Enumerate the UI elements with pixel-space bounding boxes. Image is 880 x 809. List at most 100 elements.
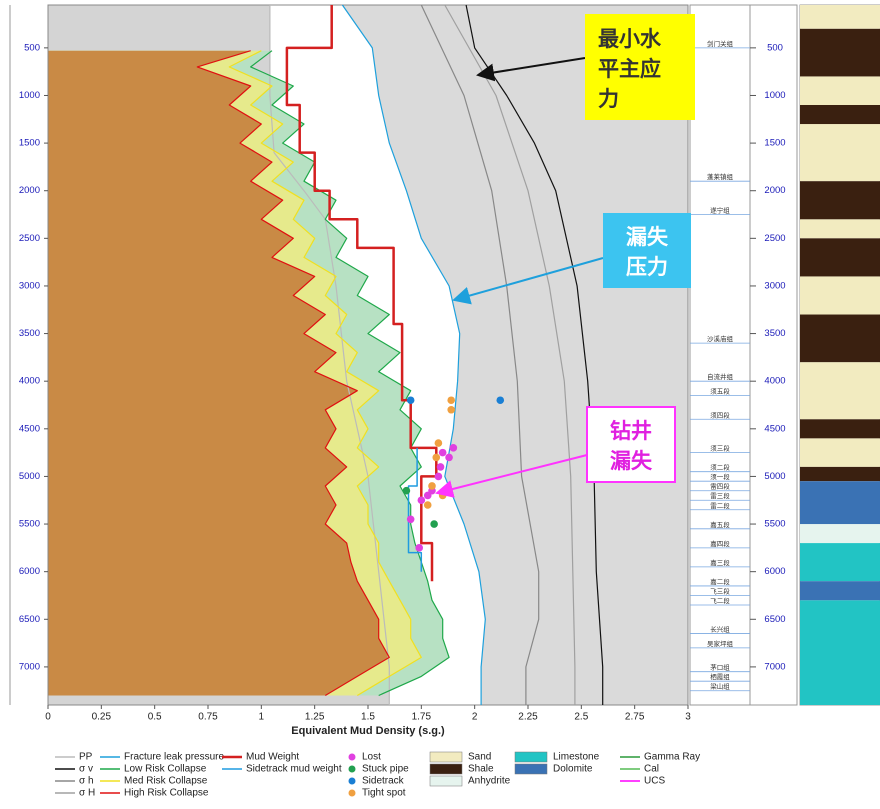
depth-tick-label: 1500 — [764, 138, 785, 149]
formation-label: 沙溪庙组 — [707, 334, 734, 343]
annotation-text: 最小水 — [598, 27, 662, 51]
lithology-interval — [800, 181, 880, 220]
lithology-interval — [800, 276, 880, 315]
point — [496, 396, 505, 405]
lithology-interval — [800, 76, 880, 105]
curve — [444, 4, 576, 705]
formation-label: 雷三段 — [710, 491, 730, 500]
annotation-text: 漏失 — [626, 225, 669, 249]
curve — [285, 5, 438, 582]
legend-swatch — [429, 763, 463, 775]
legend-label: Mud Weight — [246, 752, 299, 763]
y-tick-label: 2000 — [19, 185, 40, 196]
x-tick-label: 1.5 — [361, 712, 375, 723]
x-axis-label: Equivalent Mud Density (s.g.) — [291, 725, 445, 737]
depth-tick-label: 1000 — [764, 90, 785, 101]
depth-tick-label: 4500 — [764, 423, 785, 434]
y-tick-label: 2500 — [19, 233, 40, 244]
legend-swatch — [514, 763, 548, 775]
legend-swatch — [429, 751, 463, 763]
legend-label: Anhydrite — [468, 776, 511, 787]
lithology-interval — [800, 219, 880, 239]
legend-label: σ h — [79, 776, 94, 787]
point — [445, 453, 453, 462]
lithology-interval — [800, 314, 880, 363]
formation-label: 嘉五段 — [710, 520, 730, 529]
legend-label: Lost — [362, 752, 381, 763]
legend-label: Med Risk Collapse — [124, 776, 208, 787]
legend-label: Sidetrack — [362, 776, 405, 787]
annotation: 钻井 漏失 — [435, 406, 676, 498]
formation-label: 吴家坪组 — [707, 639, 734, 648]
y-tick-label: 5000 — [19, 471, 40, 482]
formation-label: 梁山组 — [710, 682, 730, 691]
legend-label: Dolomite — [553, 764, 593, 775]
point — [449, 444, 458, 452]
formation-label: 嘉四段 — [710, 539, 730, 548]
legend-label: Sidetrack mud weight — [246, 764, 342, 775]
formation-label: 茅口组 — [710, 663, 730, 672]
x-tick-label: 1.75 — [412, 712, 432, 723]
legend-label: Stuck pipe — [362, 764, 409, 775]
legend-label: σ H — [79, 788, 95, 799]
x-tick-label: 0.25 — [92, 712, 112, 723]
depth-track — [749, 4, 798, 706]
point — [406, 396, 415, 405]
point — [415, 544, 424, 552]
formation-label: 飞二段 — [710, 596, 730, 605]
curve — [196, 50, 390, 697]
annotation-text: 平主应 — [598, 57, 661, 81]
depth-tick-label: 2000 — [764, 185, 785, 196]
y-tick-label: 4500 — [19, 423, 40, 434]
formation-label: 剑门关组 — [707, 39, 734, 48]
arrow — [452, 257, 604, 305]
x-tick-label: 3 — [685, 712, 691, 723]
curve — [341, 4, 486, 705]
x-tick-label: 0 — [45, 712, 51, 723]
annotation-box — [585, 14, 695, 120]
y-tick-label: 500 — [24, 42, 40, 53]
y-tick-label: 6000 — [19, 566, 40, 577]
y-tick-label: 1500 — [19, 138, 40, 149]
point — [434, 439, 443, 447]
formation-label: 长兴组 — [710, 625, 730, 634]
formation-track — [689, 4, 751, 706]
point — [417, 496, 426, 505]
legend-marker — [348, 765, 356, 773]
annotation-text: 钻井 — [610, 419, 652, 443]
legend-marker — [348, 777, 356, 785]
point — [402, 486, 411, 495]
legend-marker — [348, 753, 356, 761]
formation-label: 嘉三段 — [710, 558, 730, 567]
tracks: 剑门关组蓬莱镇组遂宁组沙溪庙组自流井组须五段须四段须三段须二段须一段雷四段雷三段… — [689, 4, 880, 706]
lithology-interval — [800, 581, 880, 601]
formation-label: 须五段 — [710, 386, 730, 395]
depth-tick-label: 500 — [767, 42, 783, 53]
formation-label: 须一段 — [710, 472, 730, 481]
y-tick-label: 6500 — [19, 614, 40, 625]
depth-tick-label: 3500 — [764, 328, 785, 339]
formation-label: 雷四段 — [710, 482, 730, 491]
annotation: 漏失 压力 — [452, 213, 691, 305]
x-tick-label: 1.25 — [305, 712, 325, 723]
lithology-interval — [800, 362, 880, 420]
y-tick-label: 4000 — [19, 376, 40, 387]
point — [406, 515, 415, 524]
lithology-interval — [800, 438, 880, 467]
lithology-interval — [800, 28, 880, 77]
lithology-interval — [800, 5, 880, 29]
lithology-interval — [800, 600, 880, 705]
curve — [250, 50, 450, 697]
point — [423, 501, 432, 509]
annotation-text: 漏失 — [610, 449, 653, 473]
annotation-box — [603, 213, 691, 288]
x-tick-label: 2.5 — [574, 712, 588, 723]
arrow — [476, 57, 586, 82]
legend-label: Shale — [468, 764, 494, 775]
depth-tick-label: 6000 — [764, 566, 785, 577]
point — [436, 463, 445, 471]
formation-label: 雷二段 — [710, 501, 730, 510]
point — [423, 491, 432, 500]
